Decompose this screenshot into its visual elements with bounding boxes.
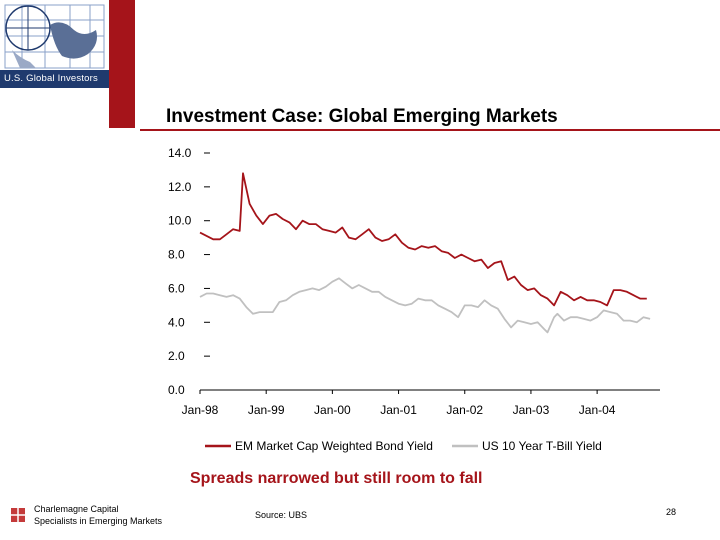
page-number: 28 [666, 507, 677, 517]
chart-caption: Spreads narrowed but still room to fall [190, 470, 483, 487]
us-yield-line [199, 277, 651, 334]
series-lines [199, 172, 651, 334]
logo-bar [0, 70, 109, 88]
x-tick-label: Jan-00 [314, 403, 351, 417]
y-tick-label: 10.0 [168, 214, 192, 228]
em-yield-line [199, 172, 647, 307]
y-tick-label: 0.0 [168, 383, 185, 397]
y-tick-label: 14.0 [168, 146, 192, 160]
header-accent-bar [109, 0, 135, 128]
x-tick-label: Jan-03 [513, 403, 550, 417]
charlemagne-logo-icon [10, 505, 26, 525]
x-axis: Jan-98 Jan-99 Jan-00 Jan-01 Jan-02 Jan-03 Jan-… [182, 389, 660, 417]
x-tick-label: Jan-98 [182, 403, 219, 417]
footer-company-tagline: Specialists in Emerging Markets [34, 516, 163, 526]
x-tick-label: Jan-01 [380, 403, 417, 417]
yield-line-chart: 14.0 12.0 10.0 8.0 6.0 4.0 2.0 0.0 Jan-98 Jan-99… [168, 146, 660, 453]
y-tick-label: 12.0 [168, 180, 192, 194]
legend: EM Market Cap Weighted Bond Yield US 10 Y… [205, 439, 602, 453]
y-tick-label: 8.0 [168, 248, 185, 262]
x-tick-label: Jan-99 [248, 403, 285, 417]
title-rule [140, 129, 720, 131]
page-title: Investment Case: Global Emerging Markets [166, 106, 558, 127]
legend-item-em-label: EM Market Cap Weighted Bond Yield [235, 439, 433, 453]
y-axis: 14.0 12.0 10.0 8.0 6.0 4.0 2.0 0.0 [168, 146, 210, 397]
y-tick-label: 4.0 [168, 315, 185, 329]
y-tick-label: 2.0 [168, 349, 185, 363]
footer-company: Charlemagne Capital Specialists in Emerg… [34, 503, 162, 527]
y-tick-label: 6.0 [168, 281, 185, 295]
us-global-investors-logo: U.S. Global Investors [0, 0, 109, 88]
globe-grid-icon [0, 0, 109, 70]
source-note: Source: UBS [255, 510, 308, 520]
logo-text: U.S. Global Investors [4, 73, 98, 84]
legend-item-us-label: US 10 Year T-Bill Yield [482, 439, 602, 453]
x-tick-label: Jan-02 [446, 403, 483, 417]
footer-company-name: Charlemagne Capital [34, 504, 119, 514]
x-tick-label: Jan-04 [579, 403, 616, 417]
